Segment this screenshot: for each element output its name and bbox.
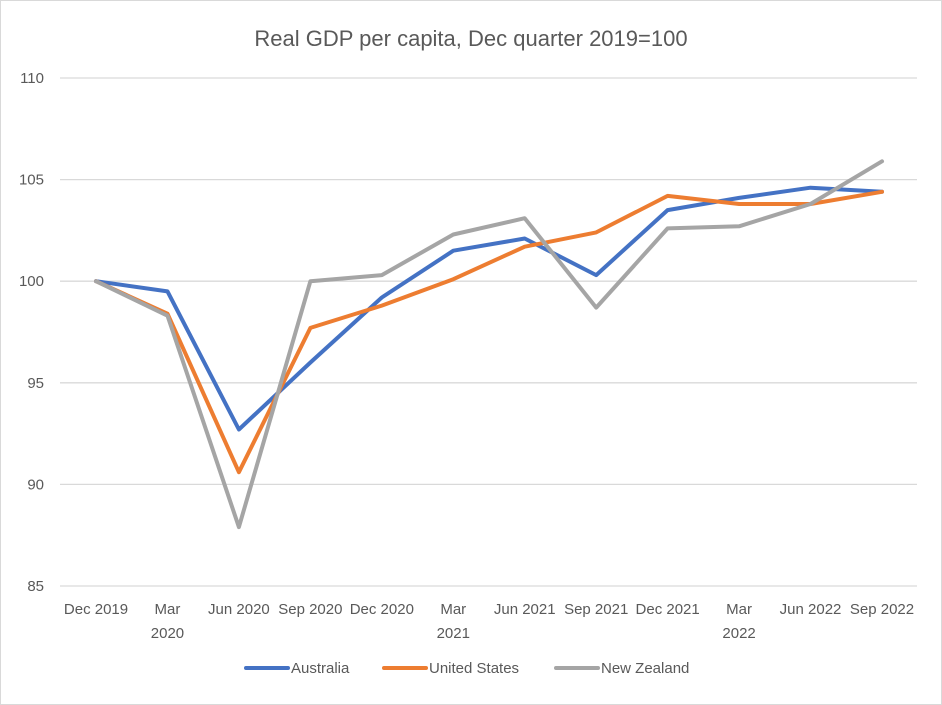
- x-axis-ticks: Dec 2019 Mar 2020 Jun 2020 Sep 2020 Dec 2020 M…: [64, 601, 914, 642]
- x-tick-label: Sep 2022: [850, 601, 914, 618]
- x-tick-label: Jun 2022: [780, 601, 842, 618]
- y-tick-label: 110: [20, 70, 44, 87]
- y-tick-label: 105: [19, 172, 44, 189]
- x-tick-label: Mar 2020: [151, 601, 184, 642]
- legend-label: New Zealand: [601, 660, 689, 677]
- x-tick-label: Mar 2021: [437, 601, 470, 642]
- x-tick-label: Sep 2021: [564, 601, 628, 618]
- x-tick-label: Dec 2019: [64, 601, 128, 618]
- series-line-united-states: [94, 189, 884, 475]
- y-tick-label: 100: [19, 273, 44, 290]
- series-line-australia: [94, 185, 884, 432]
- y-tick-label: 85: [27, 578, 44, 595]
- legend-label: Australia: [291, 660, 350, 677]
- y-axis-ticks: 85 90 95 100 105 110: [19, 70, 44, 595]
- series-lines: [94, 159, 884, 530]
- chart-title: Real GDP per capita, Dec quarter 2019=10…: [254, 26, 687, 51]
- series-line-new-zealand: [94, 159, 884, 530]
- y-tick-label: 90: [27, 476, 44, 493]
- x-tick-label: Jun 2021: [494, 601, 556, 618]
- x-tick-label: Dec 2020: [350, 601, 414, 618]
- gridlines: [60, 77, 917, 587]
- x-tick-label: Jun 2020: [208, 601, 270, 618]
- legend: Australia United States New Zealand: [244, 660, 689, 677]
- x-tick-label: Dec 2021: [636, 601, 700, 618]
- x-tick-label: Mar 2022: [722, 601, 755, 642]
- x-tick-label: Sep 2020: [278, 601, 342, 618]
- legend-label: United States: [429, 660, 519, 677]
- y-tick-label: 95: [27, 375, 44, 392]
